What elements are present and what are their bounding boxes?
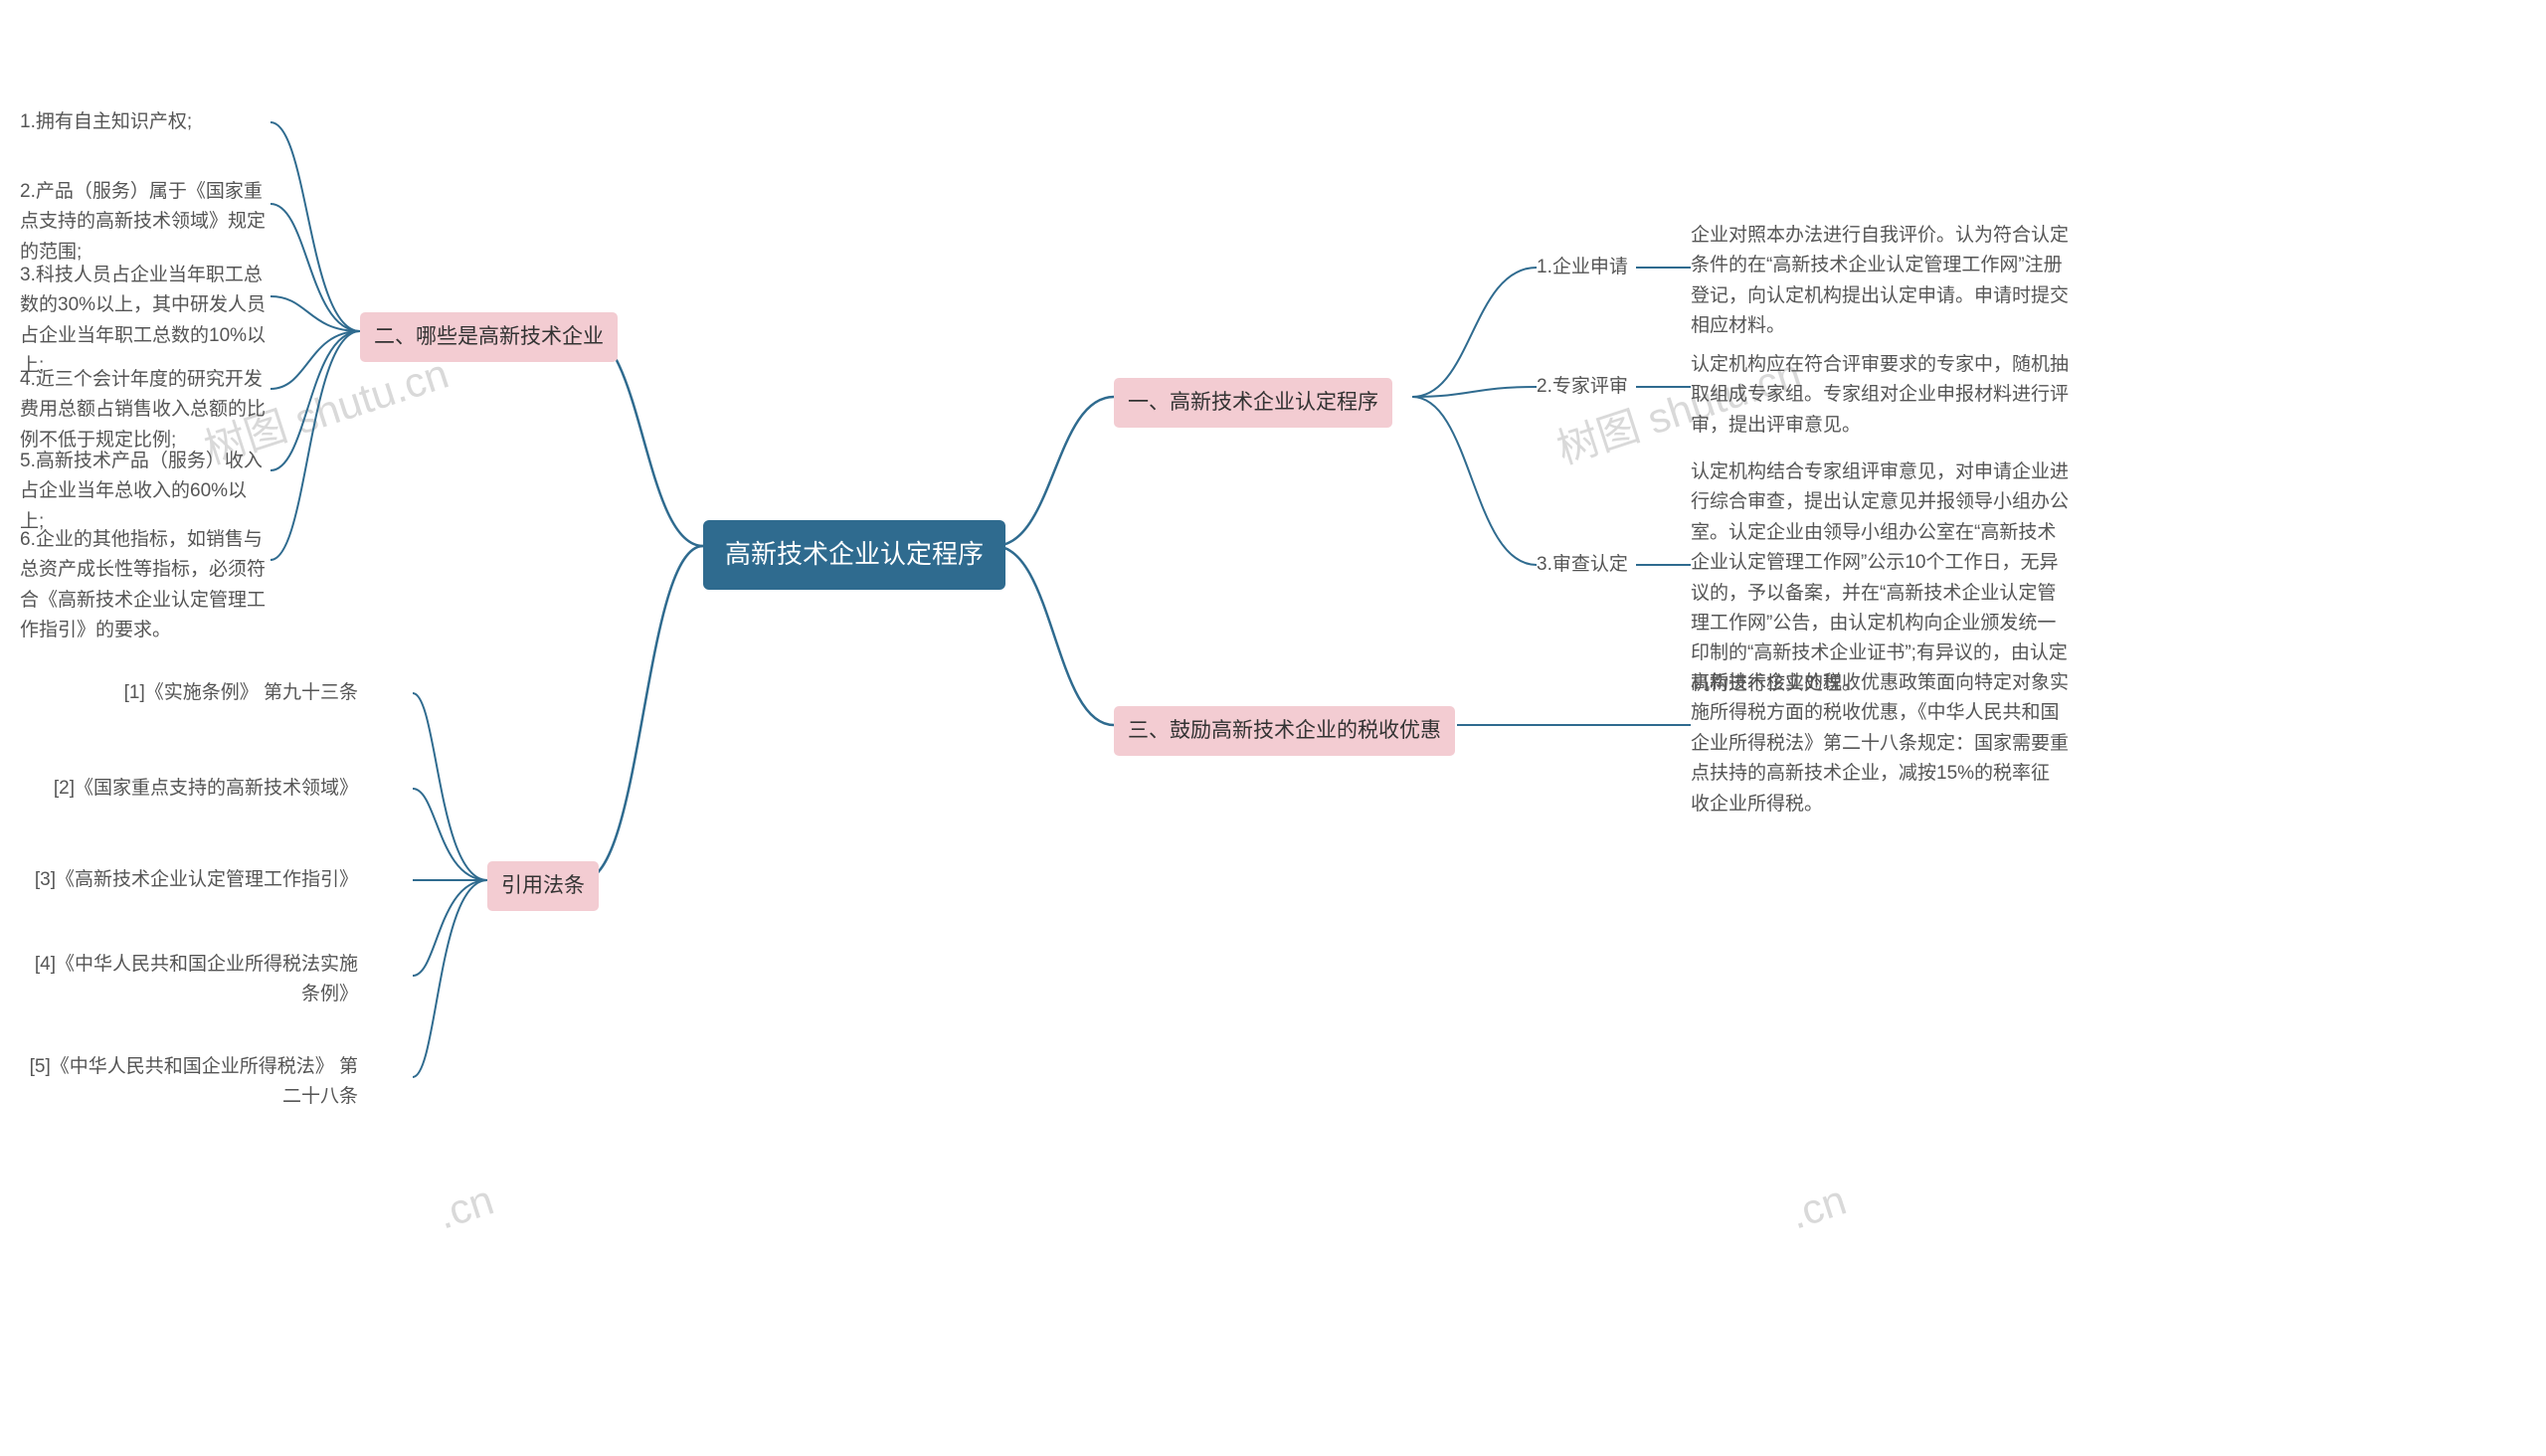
r1-sub2: 2.专家评审 <box>1537 372 1628 402</box>
r3-desc: 高新技术企业的税收优惠政策面向特定对象实施所得税方面的税收优惠，《中华人民共和国… <box>1691 668 2069 819</box>
law-item2: [2]《国家重点支持的高新技术领域》 <box>20 774 358 804</box>
l2-item1: 1.拥有自主知识产权; <box>20 107 271 137</box>
l2-item5: 5.高新技术产品（服务）收入占企业当年总收入的60%以上; <box>20 447 271 537</box>
law-item4: [4]《中华人民共和国企业所得税法实施条例》 <box>20 950 358 1010</box>
l2-item2: 2.产品（服务）属于《国家重点支持的高新技术领域》规定的范围; <box>20 177 271 268</box>
l2-item4: 4.近三个会计年度的研究开发费用总额占销售收入总额的比例不低于规定比例; <box>20 365 271 455</box>
l2-item3: 3.科技人员占企业当年职工总数的30%以上，其中研发人员占企业当年职工总数的10… <box>20 261 271 382</box>
law-item1: [1]《实施条例》 第九十三条 <box>20 678 358 708</box>
l2-item6: 6.企业的其他指标，如销售与总资产成长性等指标，必须符合《高新技术企业认定管理工… <box>20 525 271 646</box>
root-node: 高新技术企业认定程序 <box>703 520 1005 590</box>
r1-sub3: 3.审查认定 <box>1537 550 1628 580</box>
r1-desc1: 企业对照本办法进行自我评价。认为符合认定条件的在“高新技术企业认定管理工作网”注… <box>1691 221 2069 342</box>
law-item3: [3]《高新技术企业认定管理工作指引》 <box>20 865 358 895</box>
watermark: .cn <box>432 1177 499 1239</box>
r1-desc2: 认定机构应在符合评审要求的专家中，随机抽取组成专家组。专家组对企业申报材料进行评… <box>1691 350 2069 441</box>
branch-right-3: 三、鼓励高新技术企业的税收优惠 <box>1114 706 1455 756</box>
watermark: .cn <box>1784 1177 1852 1239</box>
branch-right-1: 一、高新技术企业认定程序 <box>1114 378 1392 428</box>
branch-left-2: 二、哪些是高新技术企业 <box>360 312 618 362</box>
law-item5: [5]《中华人民共和国企业所得税法》 第二十八条 <box>20 1052 358 1113</box>
r1-desc3: 认定机构结合专家组评审意见，对申请企业进行综合审查，提出认定意见并报领导小组办公… <box>1691 457 2069 699</box>
r1-sub1: 1.企业申请 <box>1537 253 1628 282</box>
branch-left-law: 引用法条 <box>487 861 599 911</box>
